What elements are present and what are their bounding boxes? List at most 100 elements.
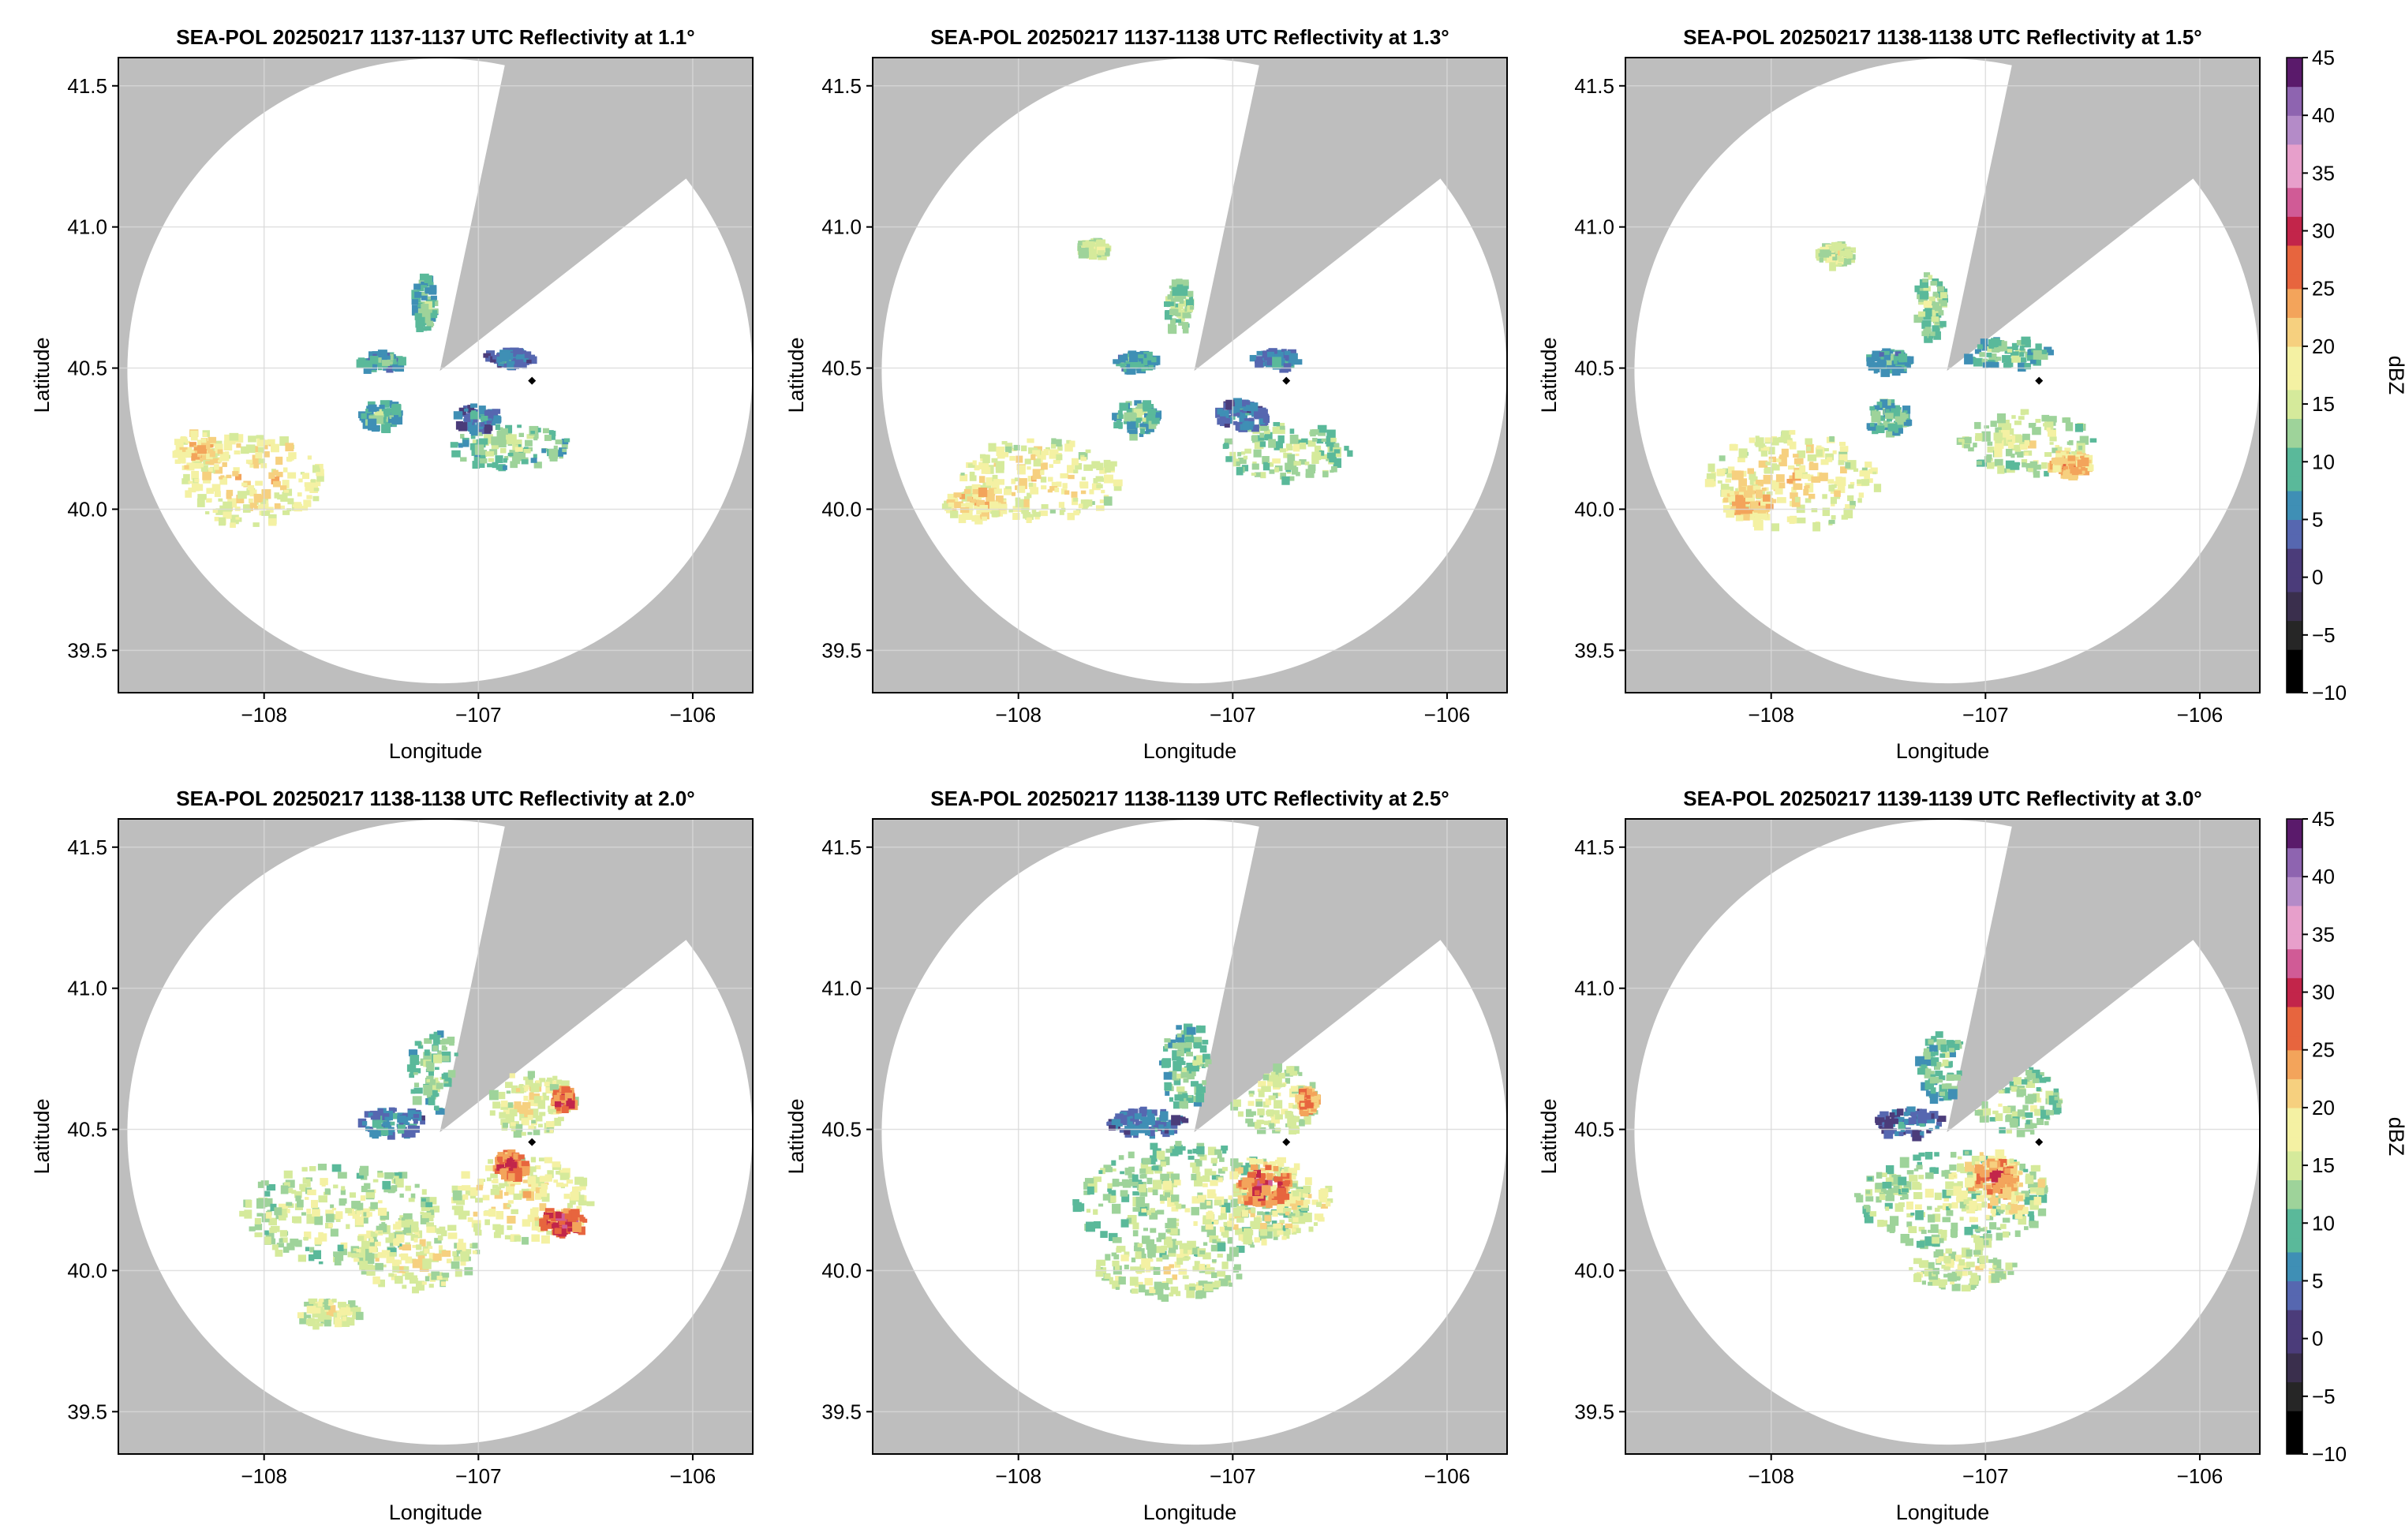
colorbar-segment — [2287, 1266, 2302, 1282]
colorbar-tick-label: 0 — [2312, 566, 2323, 589]
colorbar-segment — [2287, 1251, 2302, 1267]
chart-panel: −108 −107 −106 39.5 40.0 40.5 41.0 41.5 Longitud… — [784, 25, 1508, 763]
plot-area — [118, 58, 753, 693]
colorbar-segment — [2287, 1381, 2302, 1397]
chart-title: SEA-POL 20250217 1137-1137 UTC Reflectiv… — [176, 25, 694, 49]
colorbar-segment — [2287, 260, 2302, 275]
radar-coverage-area — [1634, 58, 2260, 684]
colorbar-segment — [2287, 245, 2302, 260]
echo-region — [297, 1298, 364, 1330]
echo-region — [1230, 1063, 1321, 1134]
chart-title: SEA-POL 20250217 1138-1138 UTC Reflectiv… — [1683, 25, 2201, 49]
colorbar-tick-label: 45 — [2312, 807, 2335, 831]
echo-region — [1909, 1247, 2018, 1291]
x-tick-label: −108 — [995, 703, 1042, 727]
colorbar-segment — [2287, 1021, 2302, 1037]
colorbar-segment — [2287, 1122, 2302, 1138]
colorbar-segment — [2287, 1093, 2302, 1108]
radar-location-marker — [1282, 1138, 1291, 1146]
plot-frame — [118, 57, 754, 693]
x-axis-label: Longitude — [389, 739, 483, 763]
colorbar-segment — [2287, 591, 2302, 607]
colorbar-segment — [2287, 447, 2302, 462]
y-tick-label: 41.0 — [1574, 977, 1614, 1000]
colorbar-tick-label: 5 — [2312, 507, 2323, 531]
x-tick-label: −108 — [241, 703, 287, 727]
colorbar-segment — [2287, 634, 2302, 650]
colorbar-segment — [2287, 1179, 2302, 1195]
colorbar-segment — [2287, 129, 2302, 145]
colorbar-segment — [2287, 1165, 2302, 1180]
colorbar-segment — [2287, 577, 2302, 592]
colorbar-segment — [2287, 303, 2302, 318]
colorbar-segment — [2287, 1208, 2302, 1224]
x-tick-label: −106 — [1424, 703, 1471, 727]
colorbar-label: dBZ — [2384, 1117, 2405, 1157]
y-axis-label: Latitude — [784, 337, 808, 413]
y-tick-label: 40.5 — [1574, 1118, 1614, 1142]
colorbar-segment — [2287, 274, 2302, 290]
echo-region — [1215, 398, 1270, 432]
y-tick-label: 40.5 — [821, 357, 862, 380]
colorbar-segment — [2287, 620, 2302, 636]
colorbar-tick-label: 40 — [2312, 103, 2335, 127]
colorbar-segment — [2287, 476, 2302, 492]
colorbar-tick-label: 25 — [2312, 1038, 2335, 1062]
echo-region — [1113, 350, 1161, 375]
echo-region — [1112, 400, 1162, 441]
colorbar-label: dBZ — [2384, 356, 2405, 395]
x-tick-label: −107 — [1210, 703, 1256, 727]
colorbar-tick-label: 20 — [2312, 335, 2335, 358]
x-tick-label: −107 — [1962, 1464, 2009, 1488]
colorbar-tick-label: 15 — [2312, 1153, 2335, 1177]
y-tick-label: 41.5 — [821, 835, 862, 859]
colorbar-segment — [2287, 1338, 2302, 1354]
colorbar-segment — [2287, 1107, 2302, 1123]
x-tick-label: −107 — [1962, 703, 2009, 727]
colorbar-tick-label: −10 — [2312, 681, 2347, 705]
colorbar-segment — [2287, 230, 2302, 246]
colorbar-segment — [2287, 505, 2302, 521]
colorbar-tick-label: 10 — [2312, 450, 2335, 473]
plot-frame — [1625, 818, 2261, 1455]
chart-panel: −108 −107 −106 39.5 40.0 40.5 41.0 41.5 Longitud… — [30, 787, 754, 1524]
radar-coverage-area — [1634, 820, 2260, 1445]
echo-region — [483, 347, 537, 371]
echo-region — [1077, 237, 1112, 260]
colorbar-segment — [2287, 948, 2302, 964]
colorbar-segment — [2287, 1425, 2302, 1441]
y-tick-label: 41.5 — [67, 835, 107, 859]
chart-panel: −108 −107 −106 39.5 40.0 40.5 41.0 41.5 Longitud… — [1537, 787, 2261, 1524]
x-tick-label: −108 — [1748, 1464, 1794, 1488]
colorbar-segment — [2287, 1078, 2302, 1094]
colorbar-segment — [2287, 187, 2302, 203]
colorbar-segment — [2287, 201, 2302, 217]
radar-coverage-area — [127, 820, 753, 1445]
colorbar-tick-label: 40 — [2312, 865, 2335, 888]
x-tick-label: −106 — [2177, 1464, 2224, 1488]
y-tick-label: 40.5 — [1574, 357, 1614, 380]
y-tick-label: 40.0 — [821, 1258, 862, 1282]
colorbar-segment — [2287, 72, 2302, 88]
x-tick-label: −108 — [241, 1464, 287, 1488]
colorbar-segment — [2287, 432, 2302, 448]
chart-panel: −108 −107 −106 39.5 40.0 40.5 41.0 41.5 Longitud… — [1537, 25, 2261, 763]
colorbar-segment — [2287, 678, 2302, 693]
colorbar-segment — [2287, 58, 2302, 73]
colorbar-segment — [2287, 216, 2302, 232]
radar-coverage-area — [881, 820, 1507, 1445]
colorbar-tick-label: −5 — [2312, 1385, 2336, 1408]
colorbar-segment — [2287, 404, 2302, 419]
plot-area — [873, 58, 1507, 693]
colorbar-segment — [2287, 1150, 2302, 1166]
y-tick-label: 40.0 — [67, 1258, 107, 1282]
colorbar-segment — [2287, 288, 2302, 304]
echo-region — [1913, 272, 1949, 343]
echo-region — [550, 1086, 578, 1114]
colorbar-segment — [2287, 115, 2302, 131]
colorbar-tick-label: 0 — [2312, 1327, 2323, 1351]
colorbar-segment — [2287, 1223, 2302, 1239]
colorbar-segment — [2287, 1237, 2302, 1253]
colorbar-frame — [2286, 818, 2303, 1455]
colorbar-segment — [2287, 418, 2302, 434]
